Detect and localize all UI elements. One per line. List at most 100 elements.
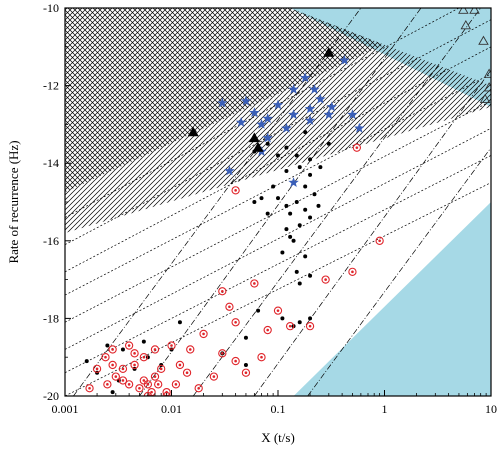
- filled-circle-point-51: [105, 343, 110, 348]
- ring-outer: [139, 376, 148, 385]
- ring-outer: [231, 356, 240, 366]
- open-triangle-point-0: [458, 8, 469, 14]
- filled-circle-point-47: [110, 390, 115, 395]
- ring-point-6: [263, 325, 272, 335]
- x-tick-label-2: 0.1: [271, 402, 286, 416]
- ring-point-39: [241, 368, 251, 377]
- filled-circle-point-32: [297, 281, 302, 286]
- y-tick-label-5: -10: [43, 1, 59, 15]
- star-point-4: [315, 93, 326, 104]
- ring-center: [159, 367, 163, 371]
- x-tick-label-0: 0.001: [52, 402, 79, 416]
- ring-point-40: [257, 353, 266, 362]
- ring-outer: [182, 368, 192, 377]
- filled-circle-point-1: [265, 141, 270, 146]
- open-triangle-point-5: [483, 82, 491, 92]
- star-point-11: [249, 107, 260, 118]
- ring-outer: [139, 353, 148, 362]
- ring-outer: [231, 186, 240, 195]
- ring-point-34: [171, 380, 181, 389]
- ring-point-18: [150, 372, 160, 381]
- ring-center: [153, 348, 157, 351]
- ring-outer: [348, 267, 357, 276]
- ring-center: [288, 324, 292, 328]
- filled-circle-point-25: [252, 200, 257, 204]
- ring-center: [234, 359, 237, 363]
- ring-center: [138, 386, 141, 390]
- open-triangle-point-4: [483, 68, 491, 78]
- y-tick-label-4: -12: [43, 79, 59, 93]
- ring-point-12: [321, 275, 330, 284]
- ring-center: [253, 282, 256, 285]
- filled-circle-point-29: [280, 250, 285, 255]
- ring-center: [260, 355, 263, 359]
- y-tick-label-2: -16: [43, 234, 59, 248]
- ring-center: [351, 270, 354, 274]
- filled-circle-point-50: [120, 347, 125, 352]
- ring-center: [95, 367, 99, 371]
- ring-center: [185, 371, 189, 375]
- ring-outer: [375, 236, 384, 245]
- y-axis: -20 -18 -16 -14 -12 -10: [43, 1, 71, 403]
- ring-point-43: [139, 353, 148, 362]
- star-point-1: [300, 72, 311, 83]
- star-point-3: [288, 84, 299, 94]
- star-point-13: [235, 117, 247, 127]
- x-tick-label-3: 1: [382, 402, 388, 416]
- ring-outer: [167, 341, 176, 350]
- filled-circle-point-31: [303, 254, 308, 259]
- ring-center: [221, 352, 224, 355]
- x-tick-label-4: 10: [485, 402, 497, 416]
- ring-point-29: [130, 360, 139, 370]
- filled-circle-point-5: [303, 130, 308, 135]
- ring-outer: [171, 380, 181, 389]
- ring-center: [244, 371, 248, 375]
- filled-triangle-point-2: [323, 47, 335, 57]
- ring-center: [156, 383, 160, 386]
- ring-center: [266, 328, 269, 332]
- filled-circle-point-36: [280, 316, 285, 321]
- ring-center: [142, 355, 146, 359]
- ring-point-17: [167, 341, 176, 350]
- ring-center: [111, 363, 114, 367]
- ring-outer: [108, 360, 117, 370]
- ring-point-38: [231, 356, 240, 366]
- ring-outer: [130, 360, 139, 370]
- ring-point-19: [143, 380, 153, 389]
- filled-circle-point-13: [308, 172, 313, 177]
- ring-point-9: [305, 322, 315, 331]
- open-triangle-point-1: [469, 8, 480, 14]
- filled-circle-point-34: [291, 238, 296, 243]
- ring-center: [234, 320, 237, 324]
- ring-outer: [241, 368, 251, 377]
- ring-outer: [92, 364, 102, 373]
- ring-center: [142, 379, 146, 382]
- filled-circle-point-8: [326, 141, 331, 146]
- star-point-16: [217, 97, 228, 108]
- ring-point-15: [175, 360, 185, 370]
- star-point-21: [224, 165, 235, 176]
- star-point-12: [240, 95, 252, 106]
- ring-point-32: [154, 380, 163, 389]
- ring-point-3: [225, 302, 234, 311]
- ring-point-1: [231, 186, 240, 195]
- ring-point-2: [218, 287, 227, 296]
- filled-circle-point-35: [256, 308, 261, 313]
- ring-point-5: [250, 279, 259, 288]
- open-triangle-point-6: [479, 93, 491, 104]
- filled-circle-point-11: [297, 165, 302, 170]
- filled-circle-point-40: [177, 320, 182, 325]
- ring-center: [88, 386, 91, 390]
- filled-circle-point-33: [308, 273, 313, 278]
- ring-point-11: [375, 236, 384, 245]
- ring-point-0: [352, 143, 361, 152]
- filled-circle-point-17: [288, 211, 293, 216]
- reference-line-steep-3: [254, 69, 491, 396]
- ring-center: [133, 363, 136, 367]
- filled-circle-point-26: [271, 184, 276, 189]
- ring-outer: [154, 380, 163, 389]
- ring-outer: [175, 360, 185, 370]
- filled-circle-point-41: [243, 335, 248, 340]
- ring-outer: [135, 384, 144, 393]
